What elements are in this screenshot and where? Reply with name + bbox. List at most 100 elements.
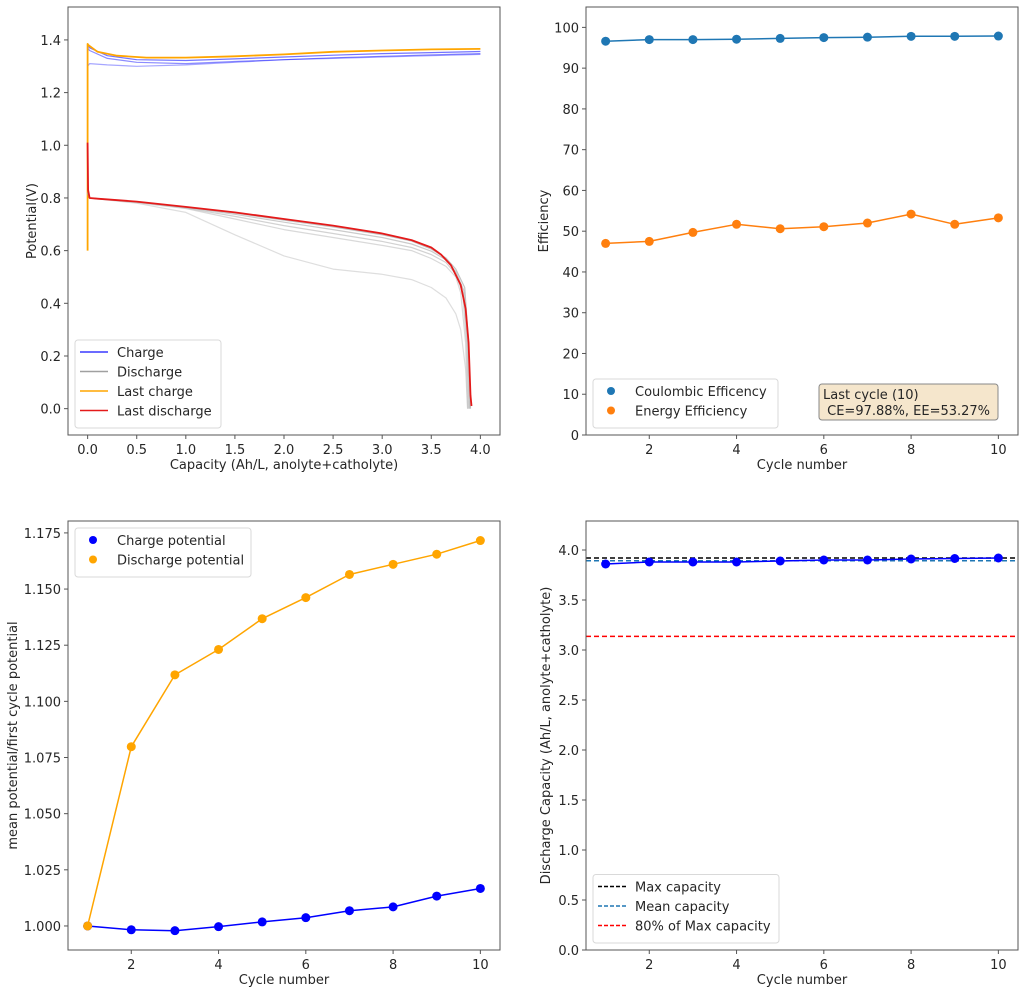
legend-label-mean-capacity: Mean capacity (635, 900, 730, 915)
y-tick-label: 2.0 (558, 744, 579, 759)
y-tick-label: 0.8 (40, 192, 61, 207)
data-point-discharge-potential (432, 549, 442, 559)
y-tick-label: 1.050 (24, 808, 61, 823)
data-point-discharge-potential (388, 559, 398, 569)
legend-label-coulombic-efficency: Coulombic Efficency (635, 385, 767, 400)
x-tick-label: 0.0 (77, 443, 98, 458)
y-tick-label: 1.000 (24, 920, 61, 935)
x-tick-label: 10 (990, 443, 1007, 458)
y-axis-label: Efficiency (537, 189, 552, 252)
chart-normalized-potential: 2 4 6 8 10 1.000 1.025 1.050 1.075 1.100 1.125 1.15… (6, 520, 501, 988)
legend-swatch-discharge-potential (89, 555, 97, 564)
series-line-charge-cycles-2-5- (87, 47, 481, 65)
data-point-energy-efficiency (950, 219, 960, 229)
y-tick-label: 60 (562, 184, 579, 199)
y-tick-label: 100 (554, 21, 579, 36)
legend-label-charge: Charge (117, 346, 164, 361)
x-tick-label: 3.5 (421, 443, 442, 458)
data-point-coulombic-efficency (601, 36, 611, 46)
legend-label-last-charge: Last charge (117, 385, 193, 400)
x-tick-label: 6 (302, 958, 310, 973)
data-point-discharge-potential (126, 742, 136, 752)
series-line-last-discharge (86, 142, 473, 407)
y-tick-label: 0.0 (558, 944, 579, 959)
data-point-discharge-capacity (601, 559, 611, 569)
y-tick-label: 50 (562, 225, 579, 240)
data-point-energy-efficiency (688, 227, 698, 237)
data-point-coulombic-efficency (732, 34, 742, 44)
data-point-discharge-potential (475, 536, 485, 546)
legend-label-discharge-potential: Discharge potential (117, 554, 244, 569)
data-point-coulombic-efficency (688, 35, 698, 45)
y-tick-label: 90 (562, 62, 579, 77)
series-line-last-charge (86, 43, 481, 251)
legend-swatch-energy-efficiency (607, 406, 615, 415)
legend-box (74, 339, 222, 429)
y-tick-label: 0.4 (40, 297, 61, 312)
plot-frame (585, 520, 1019, 951)
y-tick-label: 3.0 (558, 644, 579, 659)
data-point-energy-efficiency (819, 222, 829, 232)
y-tick-label: 80 (562, 103, 579, 118)
data-point-discharge-capacity (950, 554, 960, 563)
y-tick-label: 1.175 (24, 527, 61, 542)
y-tick-label: 0 (571, 429, 579, 444)
data-point-coulombic-efficency (862, 32, 872, 42)
data-point-charge-potential (432, 891, 442, 901)
plot-frame (585, 6, 1019, 436)
plot-frame (67, 520, 501, 951)
y-tick-label: 1.150 (24, 583, 61, 598)
data-point-discharge-capacity (819, 555, 829, 565)
legend-label-energy-efficiency: Energy Efficiency (635, 405, 748, 420)
plot-area (86, 43, 481, 409)
x-axis-label: Cycle number (239, 973, 330, 988)
data-point-coulombic-efficency (819, 33, 829, 43)
data-point-charge-potential (257, 917, 267, 927)
plot-area (83, 536, 485, 936)
legend-label-discharge: Discharge (117, 366, 182, 381)
data-point-discharge-capacity (644, 557, 654, 567)
x-tick-label: 0.5 (126, 443, 147, 458)
x-tick-label: 1.0 (175, 443, 196, 458)
x-tick-label: 3.0 (372, 443, 393, 458)
x-axis-label: Cycle number (757, 973, 848, 988)
x-tick-label: 8 (389, 958, 397, 973)
annotation-bg (818, 383, 999, 421)
legend-label-last-discharge: Last discharge (117, 405, 212, 420)
data-point-coulombic-efficency (906, 31, 916, 41)
y-tick-label: 1.075 (24, 752, 61, 767)
data-point-energy-efficiency (601, 238, 611, 248)
x-tick-label: 6 (820, 958, 828, 973)
data-point-coulombic-efficency (775, 33, 785, 43)
data-point-charge-potential (388, 902, 398, 912)
y-tick-label: 70 (562, 144, 579, 159)
y-tick-label: 4.0 (558, 544, 579, 559)
data-point-coulombic-efficency (993, 31, 1003, 41)
x-tick-label: 4 (732, 958, 740, 973)
legend-swatch-coulombic-efficency (607, 387, 615, 395)
data-point-coulombic-efficency (950, 31, 960, 41)
x-tick-label: 2 (645, 958, 653, 973)
data-point-energy-efficiency (644, 236, 654, 246)
x-tick-label: 10 (472, 958, 489, 973)
x-axis-label: Cycle number (757, 458, 848, 473)
data-point-discharge-capacity (906, 554, 916, 564)
x-tick-label: 2.0 (274, 443, 295, 458)
y-tick-label: 1.0 (40, 139, 61, 154)
data-point-energy-efficiency (732, 219, 742, 229)
data-point-energy-efficiency (906, 209, 916, 219)
data-point-discharge-capacity (993, 553, 1003, 563)
legend: Charge Discharge Last charge Last discharge (74, 339, 222, 429)
y-tick-label: 20 (562, 347, 579, 362)
chart-discharge-capacity: 2 4 6 8 10 0.0 0.5 1.0 1.5 2.0 2.5 3.0 3.5 4.0 Cycle n… (539, 520, 1019, 988)
data-point-charge-potential (301, 913, 311, 923)
data-point-discharge-potential (344, 569, 354, 579)
data-point-charge-potential (170, 926, 180, 936)
data-point-energy-efficiency (993, 213, 1003, 223)
data-point-discharge-capacity (775, 556, 785, 566)
data-point-charge-potential (214, 922, 224, 932)
chart-potential-vs-capacity: 0.0 0.5 1.0 1.5 2.0 2.5 3.0 3.5 4.0 0.0 0.2 0.4 0.6 0… (25, 6, 501, 473)
data-point-discharge-potential (170, 670, 180, 680)
